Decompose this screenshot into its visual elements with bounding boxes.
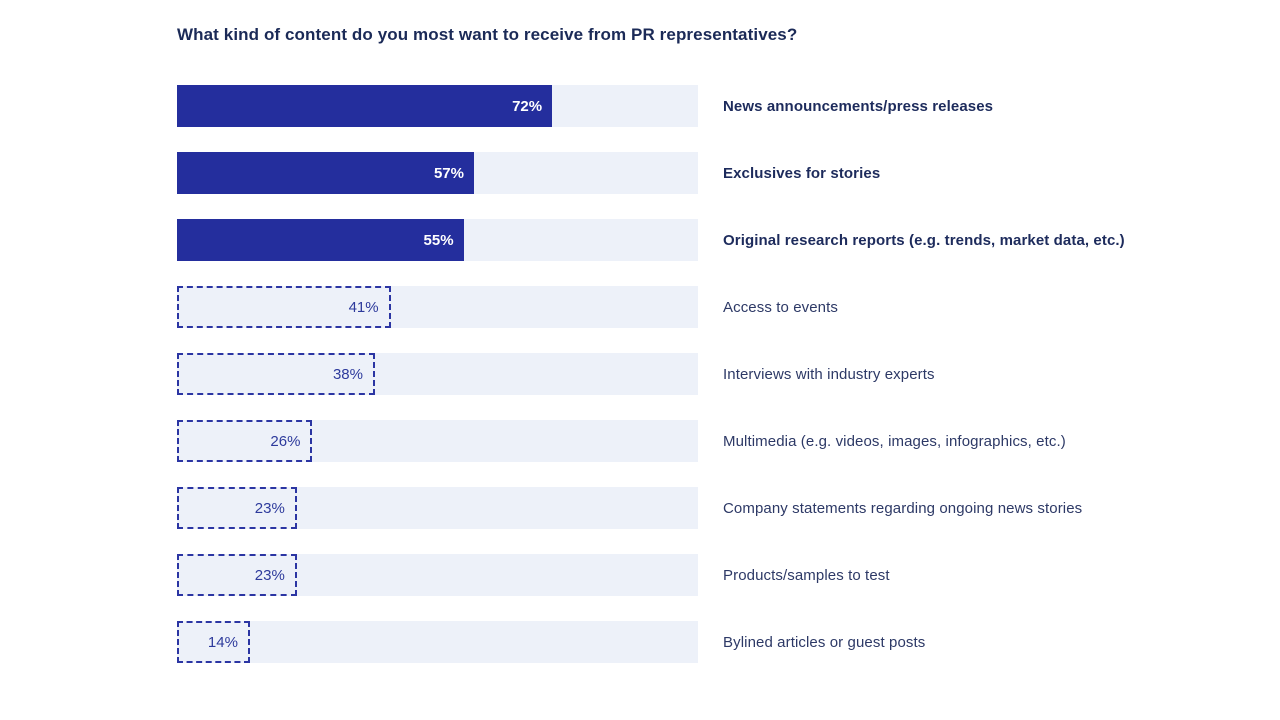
- bar-row: 41% Access to events: [177, 286, 1280, 328]
- bar-track: 72%: [177, 85, 698, 127]
- bar-category-label: Access to events: [723, 298, 838, 316]
- bar-row: 38% Interviews with industry experts: [177, 353, 1280, 395]
- bar-row: 14% Bylined articles or guest posts: [177, 621, 1280, 663]
- bar-fill: 14%: [177, 621, 250, 663]
- bar-track: 23%: [177, 487, 698, 529]
- bar-track: 14%: [177, 621, 698, 663]
- bar-row: 57% Exclusives for stories: [177, 152, 1280, 194]
- bar-value-label: 72%: [512, 97, 543, 115]
- bar-category-label: Interviews with industry experts: [723, 365, 935, 383]
- bar-row: 72% News announcements/press releases: [177, 85, 1280, 127]
- bar-rows: 72% News announcements/press releases 57…: [177, 85, 1280, 663]
- bar-track: 57%: [177, 152, 698, 194]
- bar-fill: 38%: [177, 353, 375, 395]
- bar-row: 55% Original research reports (e.g. tren…: [177, 219, 1280, 261]
- bar-category-label: Exclusives for stories: [723, 164, 881, 182]
- bar-row: 26% Multimedia (e.g. videos, images, inf…: [177, 420, 1280, 462]
- bar-track: 23%: [177, 554, 698, 596]
- bar-track: 41%: [177, 286, 698, 328]
- bar-fill: 23%: [177, 554, 297, 596]
- bar-value-label: 23%: [254, 499, 285, 517]
- bar-value-label: 23%: [254, 566, 285, 584]
- bar-category-label: Products/samples to test: [723, 566, 890, 584]
- bar-category-label: Original research reports (e.g. trends, …: [723, 231, 1125, 249]
- bar-category-label: Multimedia (e.g. videos, images, infogra…: [723, 432, 1066, 450]
- bar-value-label: 57%: [433, 164, 464, 182]
- bar-category-label: News announcements/press releases: [723, 97, 994, 115]
- bar-value-label: 14%: [207, 633, 238, 651]
- bar-fill: 23%: [177, 487, 297, 529]
- bar-fill: 72%: [177, 85, 553, 127]
- bar-track: 55%: [177, 219, 698, 261]
- bar-value-label: 41%: [348, 298, 379, 316]
- bar-track: 26%: [177, 420, 698, 462]
- chart-title: What kind of content do you most want to…: [177, 25, 798, 44]
- bar-value-label: 26%: [270, 432, 301, 450]
- bar-row: 23% Products/samples to test: [177, 554, 1280, 596]
- bar-value-label: 38%: [332, 365, 363, 383]
- bar-category-label: Company statements regarding ongoing new…: [723, 499, 1083, 517]
- bar-category-label: Bylined articles or guest posts: [723, 633, 926, 651]
- bar-track: 38%: [177, 353, 698, 395]
- bar-row: 23% Company statements regarding ongoing…: [177, 487, 1280, 529]
- bar-fill: 26%: [177, 420, 313, 462]
- bar-fill: 55%: [177, 219, 464, 261]
- bar-fill: 41%: [177, 286, 391, 328]
- bar-value-label: 55%: [423, 231, 454, 249]
- bar-fill: 57%: [177, 152, 474, 194]
